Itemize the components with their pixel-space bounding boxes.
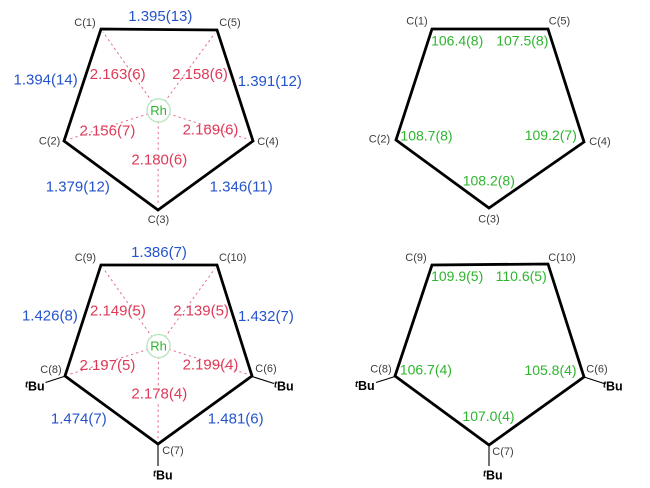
svg-text:2.139(5): 2.139(5) <box>173 302 229 319</box>
svg-text:2.199(4): 2.199(4) <box>183 356 239 373</box>
svg-text:1.432(7): 1.432(7) <box>238 308 294 325</box>
svg-text:C(2): C(2) <box>39 136 60 148</box>
svg-text:106.4(8): 106.4(8) <box>431 33 483 49</box>
svg-text:1.474(7): 1.474(7) <box>51 410 107 427</box>
svg-text:107.0(4): 107.0(4) <box>462 408 514 424</box>
svg-text:C(8): C(8) <box>370 363 391 375</box>
svg-text:C(7): C(7) <box>162 445 183 457</box>
svg-text:105.8(4): 105.8(4) <box>524 362 576 378</box>
svg-text:107.5(8): 107.5(8) <box>496 33 548 49</box>
svg-text:Rh: Rh <box>150 103 167 118</box>
svg-text:1.386(7): 1.386(7) <box>131 244 187 261</box>
svg-text:C(4): C(4) <box>589 136 610 148</box>
svg-text:1.395(13): 1.395(13) <box>128 8 192 25</box>
svg-text:tBu: tBu <box>25 380 45 394</box>
svg-text:2.163(6): 2.163(6) <box>90 66 146 83</box>
svg-text:C(3): C(3) <box>148 214 169 226</box>
svg-text:106.7(4): 106.7(4) <box>400 361 452 377</box>
svg-text:1.379(12): 1.379(12) <box>46 178 110 195</box>
svg-text:1.391(12): 1.391(12) <box>238 73 302 90</box>
svg-text:2.178(4): 2.178(4) <box>131 386 187 403</box>
svg-text:C(7): C(7) <box>492 446 513 458</box>
svg-text:2.197(5): 2.197(5) <box>79 357 135 374</box>
svg-text:tBu: tBu <box>153 469 173 483</box>
svg-text:109.2(7): 109.2(7) <box>525 127 577 143</box>
svg-text:1.481(6): 1.481(6) <box>208 410 264 427</box>
svg-text:110.6(5): 110.6(5) <box>496 268 547 284</box>
svg-text:2.169(6): 2.169(6) <box>183 122 239 139</box>
svg-text:2.156(7): 2.156(7) <box>79 122 135 139</box>
svg-text:C(9): C(9) <box>75 252 96 264</box>
svg-text:C(9): C(9) <box>405 252 426 264</box>
svg-text:C(6): C(6) <box>255 363 276 375</box>
svg-text:tBu: tBu <box>603 380 623 394</box>
svg-text:C(1): C(1) <box>406 16 427 28</box>
svg-text:109.9(5): 109.9(5) <box>431 268 483 284</box>
svg-text:108.7(8): 108.7(8) <box>400 128 452 144</box>
svg-text:tBu: tBu <box>274 380 294 394</box>
svg-text:tBu: tBu <box>483 469 503 483</box>
svg-text:tBu: tBu <box>355 379 375 393</box>
svg-text:C(8): C(8) <box>40 364 61 376</box>
svg-text:C(4): C(4) <box>257 136 278 148</box>
svg-text:2.158(6): 2.158(6) <box>172 66 228 83</box>
svg-text:1.394(14): 1.394(14) <box>13 72 77 89</box>
svg-text:108.2(8): 108.2(8) <box>463 173 515 189</box>
svg-text:C(5): C(5) <box>549 16 570 28</box>
svg-text:C(5): C(5) <box>219 17 240 29</box>
svg-text:2.180(6): 2.180(6) <box>131 152 187 169</box>
svg-text:C(10): C(10) <box>219 252 247 264</box>
svg-text:C(1): C(1) <box>74 17 95 29</box>
svg-text:C(6): C(6) <box>586 363 607 375</box>
svg-text:1.346(11): 1.346(11) <box>210 178 273 195</box>
svg-text:2.149(5): 2.149(5) <box>90 302 146 319</box>
svg-text:1.426(8): 1.426(8) <box>22 308 78 325</box>
svg-text:C(10): C(10) <box>548 252 576 264</box>
svg-text:C(3): C(3) <box>478 213 499 225</box>
svg-text:C(2): C(2) <box>369 134 390 146</box>
svg-text:Rh: Rh <box>150 339 167 354</box>
